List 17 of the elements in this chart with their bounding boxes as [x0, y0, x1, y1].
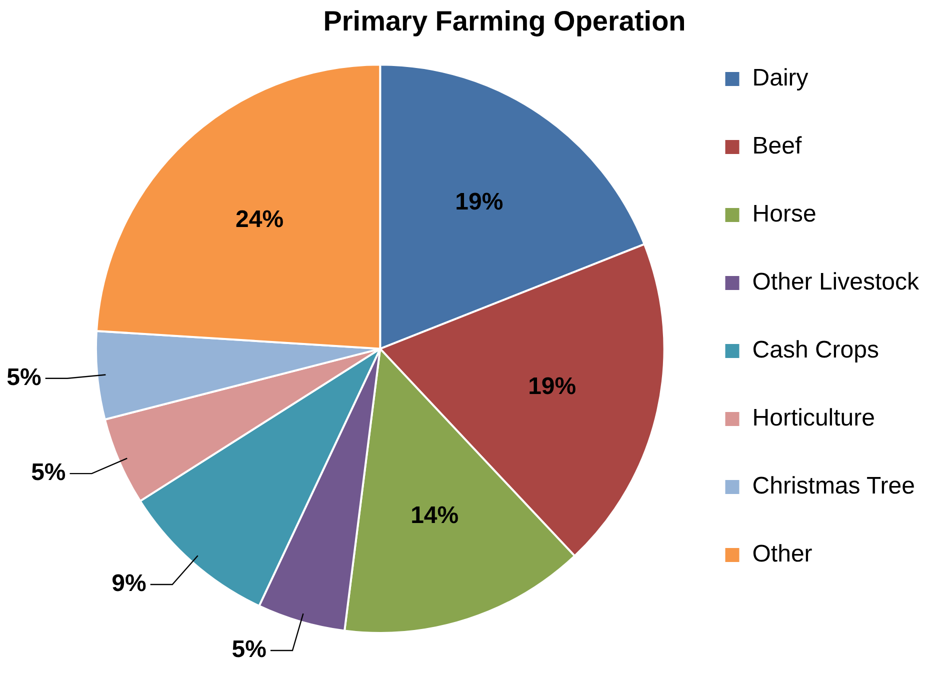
legend-label: Beef — [752, 132, 802, 160]
legend-label: Horse — [752, 200, 816, 228]
data-label: 24% — [235, 206, 284, 233]
data-label: 5% — [31, 459, 66, 486]
data-label: 5% — [232, 636, 266, 664]
data-label: 19% — [455, 188, 504, 216]
legend-label: Cash Crops — [752, 336, 879, 364]
chart-title: Primary Farming Operation — [323, 6, 686, 37]
legend-label: Christmas Tree — [752, 472, 915, 500]
data-label: 19% — [528, 372, 576, 400]
legend-label: Other — [752, 540, 812, 568]
legend-label: Other Livestock — [752, 268, 920, 296]
legend-label: Dairy — [752, 64, 808, 92]
legend-label: Horticulture — [752, 404, 875, 432]
data-label: 5% — [6, 364, 42, 391]
data-label: 14% — [410, 502, 459, 530]
data-label: 9% — [112, 570, 146, 598]
